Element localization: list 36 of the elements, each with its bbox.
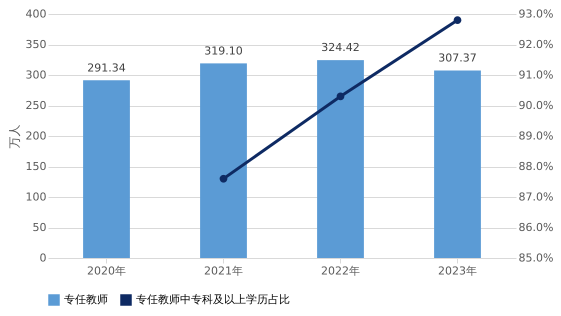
y-tick-label: 150 — [26, 160, 46, 173]
data-label: 324.42 — [321, 41, 360, 54]
x-tick-label: 2022年 — [321, 264, 360, 278]
y-tick-label: 100 — [26, 190, 46, 204]
y2-tick-label: 93.0% — [518, 8, 554, 20]
point — [336, 92, 344, 100]
y-tick-label: 50 — [32, 221, 46, 234]
y-axis-title: 万人 — [8, 124, 22, 148]
x-tick-label: 2023年 — [438, 264, 477, 278]
y2-tick-label: 87.0% — [518, 190, 554, 204]
data-label: 319.10 — [204, 44, 243, 58]
legend-label: 专任教师中专科及以上学历占比 — [136, 293, 290, 306]
point — [220, 174, 228, 183]
bar — [434, 70, 481, 258]
x-tick-label: 2020年 — [87, 264, 126, 278]
y2-tick-label: 86.0% — [518, 221, 554, 234]
y-tick-label: 200 — [26, 130, 46, 142]
y-tick-label: 0 — [40, 252, 46, 264]
y2-tick-label: 89.0% — [518, 130, 554, 142]
x-tick-label: 2021年 — [204, 264, 243, 278]
data-label: 291.34 — [87, 61, 126, 74]
y-tick-label: 300 — [26, 68, 46, 82]
y-tick-label: 350 — [26, 38, 46, 51]
y-tick-label: 250 — [26, 99, 46, 112]
data-label: 307.37 — [438, 52, 477, 65]
bar — [200, 63, 247, 258]
y2-tick-label: 85.0% — [518, 252, 554, 264]
bar — [83, 80, 130, 258]
y2-tick-label: 92.0% — [518, 38, 554, 51]
bar — [317, 60, 364, 258]
y2-tick-label: 88.0% — [518, 160, 554, 173]
legend-label: 专任教师 — [64, 293, 108, 306]
y2-tick-label: 90.0% — [518, 99, 554, 112]
point — [454, 16, 462, 24]
y-tick-label: 400 — [26, 8, 46, 20]
y2-tick-label: 91.0% — [518, 68, 554, 82]
